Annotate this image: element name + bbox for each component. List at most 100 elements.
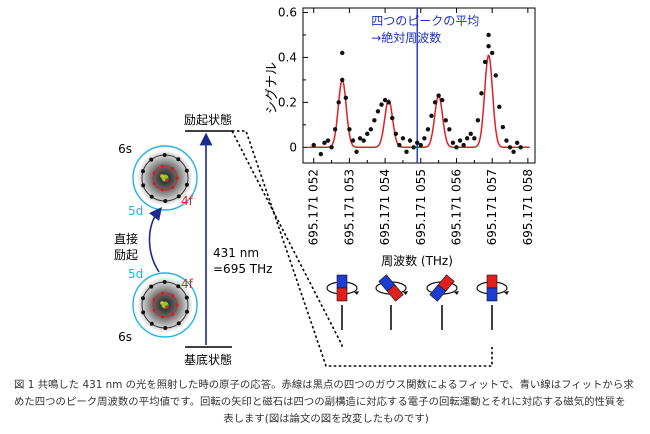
rotation-magnet-icon xyxy=(375,274,408,330)
nucleon xyxy=(165,178,169,182)
electron-4f xyxy=(152,308,156,312)
y-axis-label: シグナル xyxy=(265,62,280,114)
electron-6s xyxy=(176,194,181,199)
x-tick-label: 695.171 054 xyxy=(378,169,392,245)
data-point xyxy=(322,140,327,145)
data-point xyxy=(411,145,416,150)
electron-6s xyxy=(149,321,154,326)
electron-6s xyxy=(176,157,181,162)
data-point xyxy=(475,118,481,123)
magnet-icon xyxy=(486,274,498,302)
data-point xyxy=(340,50,345,56)
data-point xyxy=(311,142,316,148)
magnet-icon xyxy=(429,274,455,302)
fit-curve xyxy=(308,54,530,149)
figure: 励起状態 基底状態 431 nm =695 THz 6s 5d 4f 5d 4f… xyxy=(114,5,536,367)
data-point xyxy=(447,127,452,132)
electron-4f xyxy=(175,176,179,180)
data-point xyxy=(386,100,391,105)
electron-6s xyxy=(141,183,146,188)
data-point xyxy=(400,136,406,141)
label-5d-upper: 5d xyxy=(128,204,143,218)
excited-state-label: 励起状態 xyxy=(184,112,232,127)
magnet-pole-bottom xyxy=(386,284,404,302)
nucleon xyxy=(165,305,169,309)
data-point xyxy=(365,131,370,136)
x-tick-label: 695.171 056 xyxy=(449,169,463,245)
rotation-magnet-icon xyxy=(476,274,509,330)
data-point xyxy=(382,97,388,103)
data-point xyxy=(457,138,463,143)
data-point xyxy=(357,136,363,141)
label-6s-lower: 6s xyxy=(118,330,132,344)
data-point xyxy=(397,142,402,148)
ground-state-label: 基底状態 xyxy=(184,352,232,367)
rotation-arrowhead xyxy=(354,291,359,295)
rotation-magnet-icon xyxy=(326,274,359,330)
data-point xyxy=(425,127,431,132)
data-point xyxy=(407,138,413,143)
orbit-5d xyxy=(132,272,198,338)
data-point xyxy=(489,50,495,56)
data-point xyxy=(350,138,356,143)
electron-4f xyxy=(152,181,156,185)
magnet-pole-bottom xyxy=(429,284,447,302)
data-point xyxy=(422,136,427,141)
label-5d-lower: 5d xyxy=(128,267,143,281)
electron-4f xyxy=(160,291,164,295)
direct-excitation-label-2: 励起 xyxy=(114,248,138,262)
caption-line-1: 図 1 共鳴した 431 nm の光を照射した時の原子の応答。赤線は黒点の四つの… xyxy=(14,379,634,391)
data-point xyxy=(493,73,498,78)
electron-6s xyxy=(184,182,189,187)
data-point xyxy=(454,145,459,150)
data-point xyxy=(468,131,473,136)
label-4f-lower: 4f xyxy=(181,277,194,291)
data-point xyxy=(429,113,434,119)
data-point xyxy=(507,145,513,150)
data-point xyxy=(336,100,341,105)
transition-frequency: =695 THz xyxy=(213,262,272,276)
electron-4f xyxy=(170,294,175,298)
electron-4f xyxy=(175,303,179,307)
data-point xyxy=(340,77,345,83)
rotation-arrowhead xyxy=(454,291,459,295)
x-tick-label: 695.171 055 xyxy=(414,169,428,245)
data-point xyxy=(368,127,374,132)
data-point xyxy=(372,118,377,123)
data-point xyxy=(482,59,488,65)
electron-6s xyxy=(163,325,168,330)
data-point xyxy=(500,124,506,130)
transition-wavelength: 431 nm xyxy=(213,246,259,260)
data-point xyxy=(511,149,516,154)
data-point xyxy=(393,131,398,136)
data-point xyxy=(361,138,366,143)
nucleon xyxy=(160,301,164,305)
electron-4f xyxy=(160,188,164,192)
electron-6s xyxy=(176,321,181,326)
data-point xyxy=(379,102,384,107)
orbit-5d xyxy=(132,145,198,211)
data-point xyxy=(318,151,324,157)
magnet-icon xyxy=(336,274,348,302)
data-point xyxy=(343,95,349,101)
atom-ground xyxy=(132,272,198,338)
connector-left xyxy=(231,130,343,347)
magnet-pole-bottom xyxy=(336,287,348,302)
x-tick-label: 695.171 057 xyxy=(485,169,499,245)
data-point xyxy=(479,91,484,96)
data-point xyxy=(375,109,381,114)
magnet-icon xyxy=(378,274,404,302)
electron-6s xyxy=(149,284,154,289)
annotation-line-1: 四つのピークの平均 xyxy=(371,14,479,28)
data-point xyxy=(415,140,420,145)
direct-excitation-arrow xyxy=(148,206,162,273)
spectrum-chart: 0 0.2 0.4 0.6 695.171 052 695.171 053 695.171… xyxy=(265,5,536,268)
electron-6s xyxy=(141,310,146,315)
x-axis-label: 周波数 (THz) xyxy=(381,253,453,268)
figure-caption: 図 1 共鳴した 431 nm の光を照射した時の原子の応答。赤線は黒点の四つの… xyxy=(14,377,638,428)
data-point xyxy=(332,127,338,132)
data-point xyxy=(504,138,509,143)
direct-excitation-label-1: 直接 xyxy=(114,231,138,246)
electron-6s xyxy=(176,284,181,289)
nucleon xyxy=(160,174,164,178)
